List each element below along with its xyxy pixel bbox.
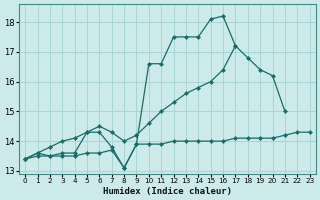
X-axis label: Humidex (Indice chaleur): Humidex (Indice chaleur)	[103, 187, 232, 196]
